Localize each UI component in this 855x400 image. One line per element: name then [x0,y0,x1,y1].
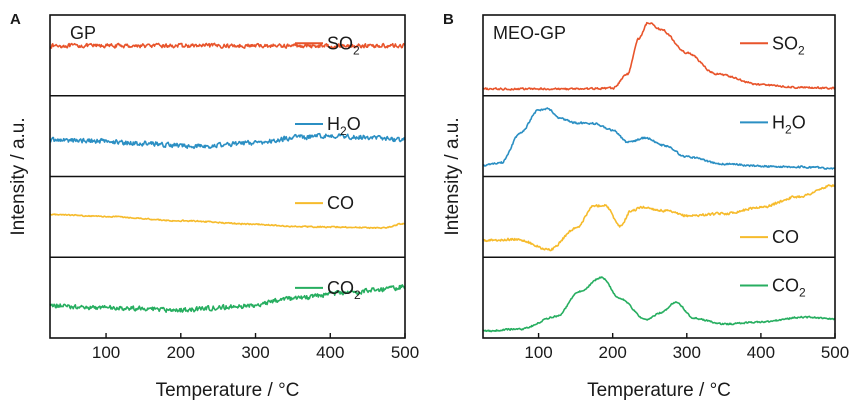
x-tick-label: 200 [598,343,626,362]
series-line-so2 [482,21,836,91]
series-line-so2 [49,42,406,49]
legend-name: SO [772,33,798,53]
legend-label-co2: CO2 [772,276,806,300]
legend-subscript: 2 [798,43,805,57]
x-tick-label: 300 [241,343,269,362]
legend-subscript: 2 [353,43,360,57]
legend-subscript: 2 [340,124,347,138]
x-tick-label: 100 [524,343,552,362]
legend-label-so2: SO2 [327,33,360,57]
legend-name: CO [772,227,799,247]
x-tick-label: 400 [316,343,344,362]
x-axis-label: Temperature / °C [587,380,731,400]
x-tick-label: 500 [391,343,419,362]
legend-label-co2: CO2 [327,278,361,302]
legend-subscript: 2 [799,286,806,300]
legend-label-co: CO [772,227,799,247]
legend-subscript: 2 [785,122,792,136]
x-tick-label: 200 [167,343,195,362]
legend-name: H [327,114,340,134]
panel-letter: B [443,11,454,28]
legend-label-so2: SO2 [772,33,805,57]
legend-name: CO [327,193,354,213]
x-tick-label: 400 [747,343,775,362]
legend-label-h2o: H2O [327,114,361,138]
legend-name: CO [772,276,799,296]
legend-label-co: CO [327,193,354,213]
sample-label: MEO-GP [493,23,566,43]
legend-name: H [772,112,785,132]
sample-label: GP [70,23,96,43]
plot-frame [49,14,406,339]
legend-name: CO [327,278,354,298]
legend-label-h2o: H2O [772,112,806,136]
series-line-co [49,213,406,230]
series-line-co [482,184,836,252]
legend-name: SO [327,33,353,53]
plot-frame [482,14,836,339]
y-axis-label: Intensity / a.u. [8,117,29,235]
x-axis-label: Temperature / °C [156,380,300,400]
x-tick-label: 300 [673,343,701,362]
series-line-co2 [49,284,406,314]
panel-letter: A [10,11,21,28]
legend-subscript: 2 [354,288,361,302]
series-line-co2 [482,276,836,333]
y-axis-label: Intensity / a.u. [442,117,463,235]
series-line-h2o [49,132,406,150]
x-tick-label: 100 [92,343,120,362]
x-tick-label: 500 [821,343,849,362]
legend-tail: O [792,112,806,132]
series-line-h2o [482,107,836,170]
legend-tail: O [347,114,361,134]
